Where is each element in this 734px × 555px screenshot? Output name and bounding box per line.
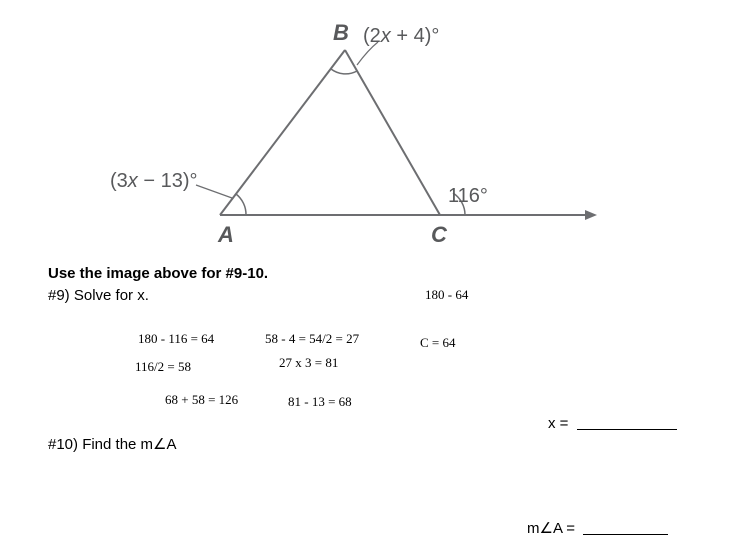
- answer-x-blank: [577, 428, 677, 430]
- question-10: #10) Find the m∠A: [48, 435, 177, 453]
- answer-ma-blank: [583, 533, 668, 535]
- answer-ma-label: m∠A =: [527, 520, 575, 537]
- triangle-diagram: B (2x + 4)° (3x − 13)° 116° A C: [100, 20, 600, 250]
- work-line-5: 180 - 64: [425, 287, 468, 303]
- work-line-1: 180 - 116 = 64: [138, 331, 214, 347]
- vertex-c-label: C: [431, 222, 447, 248]
- question-9: #9) Solve for x.: [48, 287, 149, 304]
- work-line-4: 27 x 3 = 81: [279, 355, 338, 371]
- work-line-2: 116/2 = 58: [135, 359, 191, 375]
- instructions-text: Use the image above for #9-10.: [48, 265, 268, 282]
- work-line-8: 81 - 13 = 68: [288, 394, 352, 410]
- answer-x-row: x =: [548, 415, 677, 432]
- angle-b-expression: (2x + 4)°: [363, 25, 439, 48]
- vertex-b-label: B: [333, 20, 349, 46]
- answer-x-label: x =: [548, 415, 568, 432]
- vertex-a-label: A: [218, 222, 234, 248]
- triangle-svg: [100, 20, 600, 250]
- answer-ma-row: m∠A =: [527, 519, 668, 537]
- work-line-6: C = 64: [420, 335, 456, 351]
- exterior-angle-c: 116°: [448, 185, 488, 208]
- work-line-3: 58 - 4 = 54/2 = 27: [265, 331, 359, 347]
- angle-a-expression: (3x − 13)°: [110, 170, 198, 193]
- work-line-7: 68 + 58 = 126: [165, 392, 238, 408]
